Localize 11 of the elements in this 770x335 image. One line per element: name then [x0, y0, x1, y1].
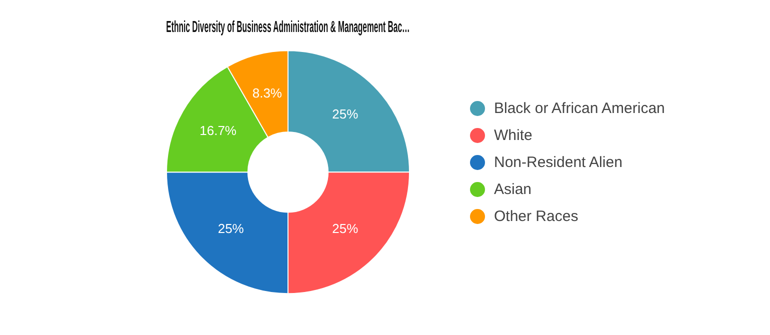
legend-label: White	[494, 126, 532, 146]
legend-label: Asian	[494, 180, 532, 200]
legend-label: Other Races	[494, 207, 578, 227]
chart-title: Ethnic Diversity of Business Administration & Management Bac…	[166, 18, 410, 36]
data-label: 25%	[332, 220, 359, 236]
data-label: 25%	[218, 220, 244, 236]
legend-label: Non-Resident Alien	[494, 153, 622, 173]
legend-label: Black or African American	[494, 99, 665, 119]
data-label: 25%	[332, 106, 359, 122]
data-label: 8.3%	[252, 86, 282, 101]
data-label: 16.7%	[200, 123, 237, 138]
